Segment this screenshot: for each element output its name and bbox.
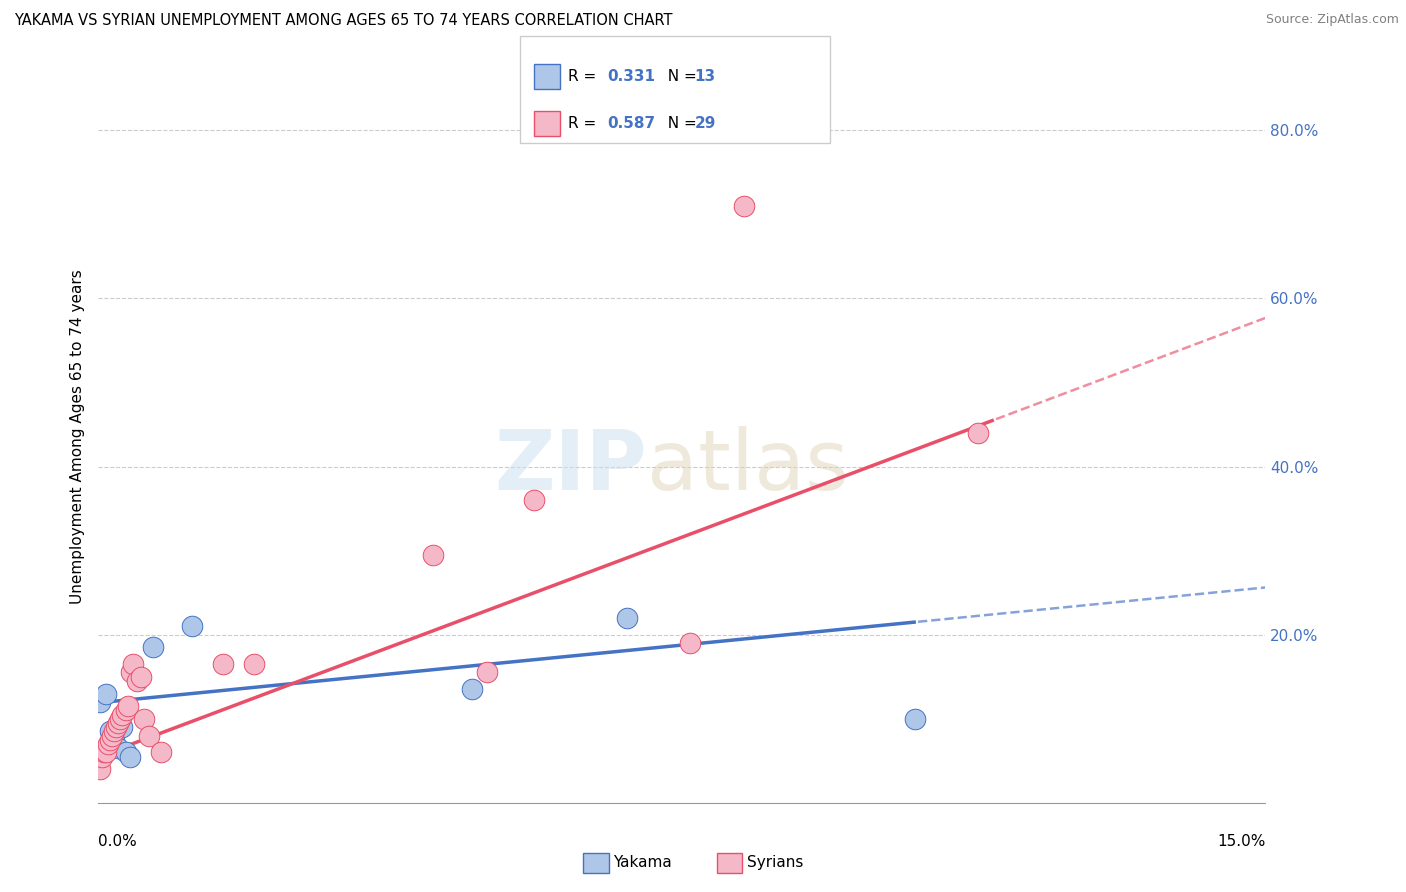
- Point: [111, 707, 134, 722]
- Text: 0.0%: 0.0%: [98, 834, 138, 849]
- Point: [89, 695, 111, 709]
- Point: [114, 745, 136, 759]
- Point: [93, 745, 115, 759]
- Point: [212, 657, 235, 671]
- Text: 15.0%: 15.0%: [1218, 834, 1265, 849]
- Point: [108, 712, 131, 726]
- Point: [122, 657, 145, 671]
- Point: [477, 665, 499, 680]
- Point: [96, 745, 118, 759]
- Point: [523, 493, 546, 508]
- Point: [114, 703, 136, 717]
- Point: [103, 732, 125, 747]
- Point: [422, 548, 444, 562]
- Point: [966, 425, 988, 440]
- Point: [180, 619, 202, 633]
- Point: [904, 712, 927, 726]
- Text: N =: N =: [658, 69, 702, 84]
- Point: [127, 673, 149, 688]
- Point: [117, 699, 139, 714]
- Text: 29: 29: [695, 116, 716, 131]
- Point: [101, 729, 124, 743]
- Text: 13: 13: [695, 69, 716, 84]
- Point: [96, 686, 118, 700]
- Point: [243, 657, 266, 671]
- Point: [142, 640, 165, 655]
- Text: R =: R =: [568, 69, 602, 84]
- Point: [89, 762, 111, 776]
- Point: [111, 720, 134, 734]
- Text: YAKAMA VS SYRIAN UNEMPLOYMENT AMONG AGES 65 TO 74 YEARS CORRELATION CHART: YAKAMA VS SYRIAN UNEMPLOYMENT AMONG AGES…: [14, 13, 672, 29]
- Text: 0.587: 0.587: [607, 116, 655, 131]
- Text: atlas: atlas: [647, 425, 849, 507]
- Point: [149, 745, 172, 759]
- Point: [97, 737, 120, 751]
- Y-axis label: Unemployment Among Ages 65 to 74 years: Unemployment Among Ages 65 to 74 years: [69, 269, 84, 605]
- Point: [132, 712, 155, 726]
- Point: [616, 611, 638, 625]
- Point: [98, 732, 121, 747]
- Point: [129, 670, 152, 684]
- Point: [461, 682, 484, 697]
- Point: [91, 749, 114, 764]
- Point: [107, 741, 129, 756]
- Point: [118, 749, 141, 764]
- Text: Yakama: Yakama: [613, 855, 672, 870]
- Point: [103, 724, 125, 739]
- Text: ZIP: ZIP: [495, 425, 647, 507]
- Text: Source: ZipAtlas.com: Source: ZipAtlas.com: [1265, 13, 1399, 27]
- Point: [98, 724, 121, 739]
- Point: [679, 636, 702, 650]
- Point: [120, 665, 142, 680]
- Point: [107, 715, 129, 730]
- Text: Syrians: Syrians: [747, 855, 803, 870]
- Point: [105, 720, 128, 734]
- Point: [138, 729, 160, 743]
- Text: R =: R =: [568, 116, 602, 131]
- Point: [733, 199, 755, 213]
- Text: N =: N =: [658, 116, 702, 131]
- Text: 0.331: 0.331: [607, 69, 655, 84]
